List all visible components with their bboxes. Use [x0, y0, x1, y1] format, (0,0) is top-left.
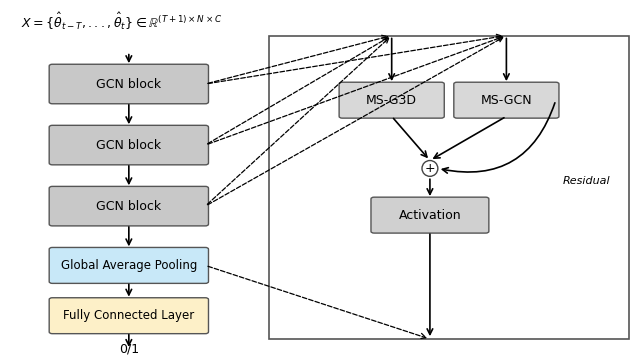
FancyBboxPatch shape	[454, 82, 559, 118]
Text: Fully Connected Layer: Fully Connected Layer	[63, 309, 195, 322]
FancyBboxPatch shape	[339, 82, 444, 118]
FancyBboxPatch shape	[49, 125, 209, 165]
Text: Residual: Residual	[563, 176, 610, 186]
Bar	[269, 35, 629, 339]
Text: Global Average Pooling: Global Average Pooling	[61, 259, 197, 272]
Text: 0/1: 0/1	[119, 342, 139, 355]
Text: +: +	[424, 162, 435, 175]
FancyBboxPatch shape	[371, 197, 489, 233]
Text: Activation: Activation	[399, 209, 461, 222]
FancyBboxPatch shape	[49, 248, 209, 283]
FancyBboxPatch shape	[49, 298, 209, 334]
Text: GCN block: GCN block	[96, 200, 161, 212]
Text: MS-GCN: MS-GCN	[481, 94, 532, 107]
FancyBboxPatch shape	[49, 64, 209, 104]
Text: GCN block: GCN block	[96, 139, 161, 152]
Text: GCN block: GCN block	[96, 77, 161, 90]
FancyBboxPatch shape	[49, 186, 209, 226]
Text: $X = \{\hat{\theta}_{t-T}, ..., \hat{\theta}_t\} \in \mathbb{R}^{(T+1) \times N : $X = \{\hat{\theta}_{t-T}, ..., \hat{\th…	[20, 10, 222, 31]
Text: MS-G3D: MS-G3D	[366, 94, 417, 107]
Ellipse shape	[422, 160, 438, 176]
